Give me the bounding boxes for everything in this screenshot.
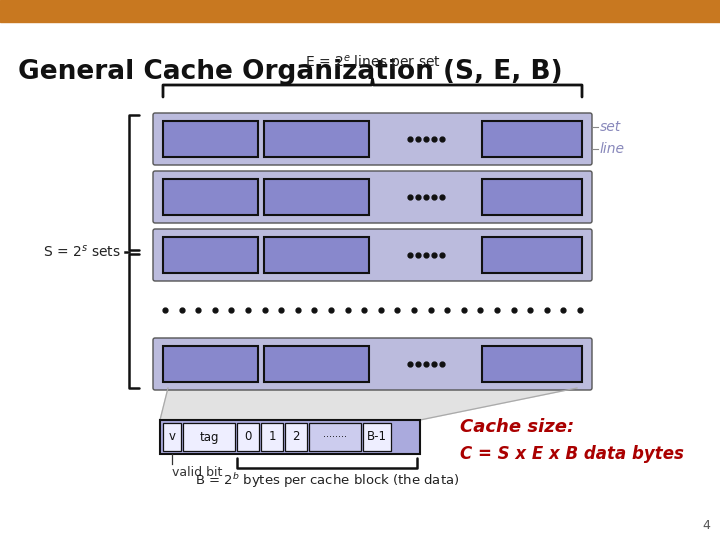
Bar [285, 423, 307, 451]
Polygon shape [160, 388, 577, 420]
Bar [309, 423, 361, 451]
Bar [264, 237, 369, 273]
Text: valid bit: valid bit [172, 466, 222, 479]
Bar [163, 121, 258, 157]
Text: set: set [600, 120, 621, 134]
Bar [163, 423, 181, 451]
Bar [163, 237, 258, 273]
Text: 4: 4 [702, 519, 710, 532]
Bar [482, 237, 582, 273]
Bar [264, 121, 369, 157]
Text: S = 2$^s$ sets: S = 2$^s$ sets [43, 244, 121, 260]
Text: ········: ········ [323, 432, 347, 442]
Text: tag: tag [199, 430, 219, 443]
Text: line: line [600, 142, 625, 156]
FancyBboxPatch shape [153, 338, 592, 390]
Bar [482, 179, 582, 215]
Text: B = 2$^b$ bytes per cache block (the data): B = 2$^b$ bytes per cache block (the dat… [195, 471, 459, 490]
Bar [0, 0, 720, 22]
Bar [264, 179, 369, 215]
Bar [160, 420, 420, 454]
Bar [264, 346, 369, 382]
FancyBboxPatch shape [153, 113, 592, 165]
Text: 2: 2 [292, 430, 300, 443]
Text: C = S x E x B data bytes: C = S x E x B data bytes [460, 445, 684, 463]
Bar [183, 423, 235, 451]
FancyBboxPatch shape [153, 229, 592, 281]
Text: 0: 0 [244, 430, 252, 443]
Text: E = 2$^e$ lines per set: E = 2$^e$ lines per set [305, 54, 441, 73]
Bar [237, 423, 259, 451]
Bar [482, 121, 582, 157]
Bar [363, 423, 391, 451]
Text: 1: 1 [269, 430, 276, 443]
Text: General Cache Organization (S, E, B): General Cache Organization (S, E, B) [18, 59, 562, 85]
Text: Cache size:: Cache size: [460, 418, 575, 436]
Bar [261, 423, 283, 451]
Bar [482, 346, 582, 382]
Text: v: v [168, 430, 176, 443]
Bar [163, 346, 258, 382]
FancyBboxPatch shape [153, 171, 592, 223]
Text: B-1: B-1 [367, 430, 387, 443]
Bar [163, 179, 258, 215]
